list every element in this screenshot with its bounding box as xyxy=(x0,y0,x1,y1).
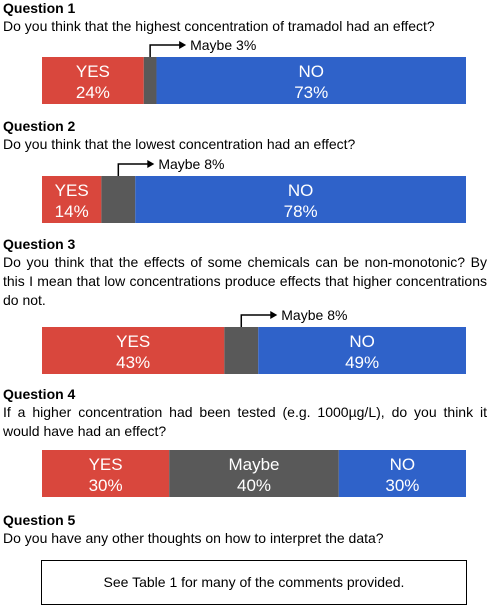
segment-name: YES xyxy=(116,332,150,351)
callout-arrow xyxy=(147,160,155,168)
bar-segment xyxy=(224,327,259,374)
callout-line xyxy=(149,44,181,57)
bar-segment xyxy=(338,450,466,497)
bar-segment xyxy=(42,57,144,104)
segment-value: 78% xyxy=(284,202,318,221)
question-heading: Question 1 xyxy=(3,0,76,16)
callout-value: 8% xyxy=(327,307,347,323)
bar-segment xyxy=(42,176,102,223)
segment-name: NO xyxy=(298,62,324,81)
bar-segment xyxy=(156,57,467,104)
segment-name: NO xyxy=(390,455,416,474)
question-text: Do you have any other thoughts on how to… xyxy=(3,530,384,546)
callout-arrow xyxy=(179,41,187,49)
callout-name: Maybe xyxy=(158,156,200,172)
question-text: Do you think that the highest concentrat… xyxy=(3,18,435,34)
bar-segment xyxy=(258,327,466,374)
segment-value: 30% xyxy=(89,476,123,495)
segment-name: YES xyxy=(55,181,89,200)
question-heading: Question 3 xyxy=(3,236,76,252)
callout-line xyxy=(240,314,272,327)
bar-segment xyxy=(42,327,225,374)
callout-label: Maybe 8% xyxy=(281,307,347,323)
question-text: Do you think that the effects of some ch… xyxy=(3,254,487,308)
callout-name: Maybe xyxy=(281,307,323,323)
bar-segment xyxy=(169,450,339,497)
callout-value: 8% xyxy=(204,156,224,172)
callout-arrow xyxy=(270,311,278,319)
segment-name: NO xyxy=(349,332,375,351)
comment-text: See Table 1 for many of the comments pro… xyxy=(104,574,405,590)
bar-segment xyxy=(101,176,136,223)
question-text: If a higher concentration had been teste… xyxy=(3,404,487,439)
segment-name: NO xyxy=(288,181,314,200)
segment-value: 73% xyxy=(294,83,328,102)
segment-value: 30% xyxy=(385,476,419,495)
callout-line xyxy=(117,163,149,176)
segment-value: 40% xyxy=(237,476,271,495)
callout-value: 3% xyxy=(236,37,256,53)
segment-value: 24% xyxy=(76,83,110,102)
bar-segment xyxy=(42,450,170,497)
bar-segment xyxy=(143,57,157,104)
segment-name: YES xyxy=(76,62,110,81)
segment-name: YES xyxy=(89,455,123,474)
callout-label: Maybe 8% xyxy=(158,156,224,172)
callout-name: Maybe xyxy=(190,37,232,53)
segment-value: 14% xyxy=(55,202,89,221)
segment-value: 43% xyxy=(116,353,150,372)
question-heading: Question 5 xyxy=(3,512,76,528)
comment-box xyxy=(41,560,467,605)
question-heading: Question 2 xyxy=(3,118,76,134)
bar-segment xyxy=(135,176,466,223)
segment-name: Maybe xyxy=(228,455,279,474)
question-text: Do you think that the lowest concentrati… xyxy=(3,136,356,152)
question-heading: Question 4 xyxy=(3,386,76,402)
segment-value: 49% xyxy=(345,353,379,372)
callout-label: Maybe 3% xyxy=(190,37,256,53)
